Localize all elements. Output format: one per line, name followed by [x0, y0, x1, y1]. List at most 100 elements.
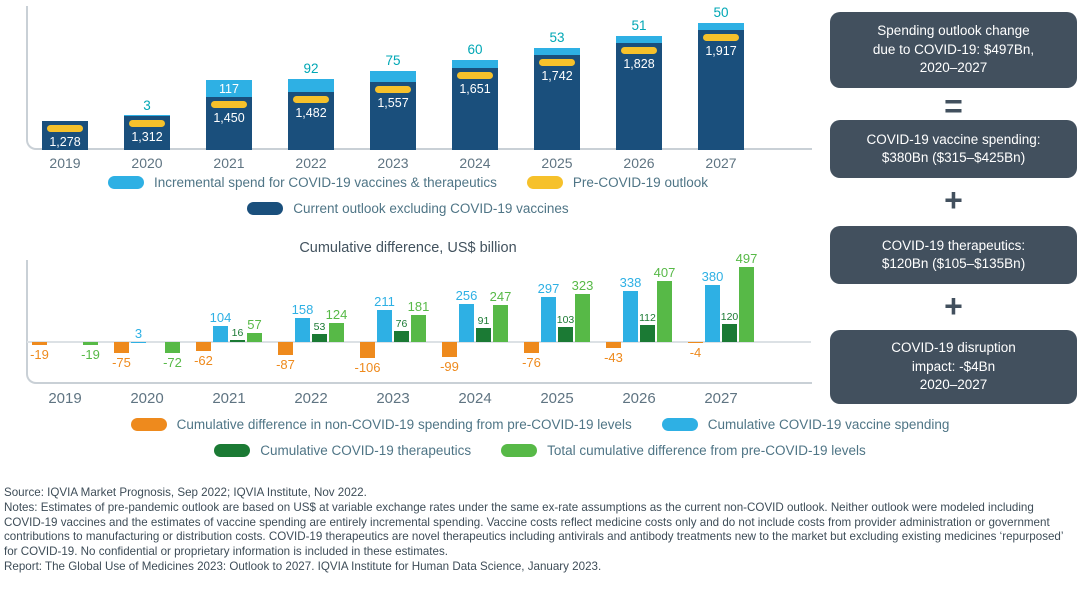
bar-value-label: -4 [689, 344, 702, 360]
bar-value-label: 407 [653, 264, 676, 280]
top-legend-row1: Incremental spend for COVID-19 vaccines … [0, 175, 816, 190]
bar-value-label: 57 [247, 317, 262, 333]
bar-value-label: -72 [163, 354, 182, 370]
top-chart: 1,278 2019 1,312 3 2020 1,450 117 2021 1,482 92 20… [0, 0, 816, 174]
x-axis-tick: 2022 [295, 155, 327, 171]
bar-value-label: -99 [440, 358, 459, 374]
green-legend-pill [501, 444, 538, 457]
bar-value-label: 124 [325, 307, 348, 323]
bar-value-label: 1,651 [459, 82, 491, 97]
bar-value-label: 76 [395, 317, 408, 330]
bar-incremental-label: 50 [713, 5, 729, 21]
bar-value-label: 247 [489, 288, 512, 304]
bar-orange [524, 342, 539, 354]
legend-item: Pre-COVID-19 outlook [526, 175, 708, 190]
light_blue-legend-pill [108, 176, 144, 189]
bar-incremental-cap [616, 35, 662, 44]
bar-value-label: -106 [354, 359, 381, 375]
bar-precovid-band [293, 96, 329, 104]
footer-notes: Notes: Estimates of pre-pandemic outlook… [4, 500, 1064, 559]
bar-value-label: 380 [701, 269, 724, 284]
bottom-legend-row2: Cumulative COVID-19 therapeutics Total cu… [0, 443, 1080, 458]
x-axis-tick: 2023 [376, 390, 410, 407]
x-axis-tick: 2020 [131, 155, 163, 171]
bottom-chart-axis [26, 260, 812, 384]
sidebar-box-total-change: Spending outlook change due to COVID-19:… [830, 12, 1077, 88]
bar-precovid-band [129, 120, 165, 128]
bar-value-label: 1,828 [623, 57, 655, 72]
bar-light_blue [377, 310, 392, 342]
bottom-chart-title: Cumulative difference, US$ billion [299, 240, 517, 256]
legend-label: Cumulative COVID-19 therapeutics [260, 443, 472, 458]
bar-value-label: 120 [720, 311, 739, 323]
footer-source: Source: IQVIA Market Prognosis, Sep 2022… [4, 486, 367, 499]
bar-incremental-label: 51 [631, 17, 647, 33]
bar-dark_green [394, 330, 409, 342]
legend-label: Incremental spend for COVID-19 vaccines … [154, 175, 497, 190]
bar-orange [442, 342, 457, 357]
plus-sign: + [944, 288, 963, 324]
bar-value-label: 103 [556, 313, 575, 326]
bar-incremental-label: 60 [467, 41, 483, 57]
bar-orange [196, 342, 211, 352]
bar-precovid-band [703, 34, 739, 42]
bar-light_blue [541, 297, 556, 342]
x-axis-tick: 2024 [458, 390, 492, 407]
bar-light_blue [131, 341, 146, 343]
bar-precovid-band [621, 47, 657, 55]
bar-current-outlook [698, 30, 744, 150]
bar-value-label: 1,917 [705, 44, 737, 59]
bar-incremental-cap [534, 47, 580, 56]
dark_blue-legend-pill [247, 202, 284, 215]
bar-orange [278, 342, 293, 356]
bar-light_blue [623, 291, 638, 342]
legend-label: Current outlook excluding COVID-19 vacci… [293, 201, 569, 216]
legend-item: Total cumulative difference from pre-COV… [501, 443, 866, 458]
bar-light_blue [459, 303, 474, 342]
bar-value-label: 1,450 [213, 110, 245, 125]
bar-orange [32, 342, 47, 345]
bar-incremental-cap [288, 79, 334, 93]
legend-label: Cumulative COVID-19 vaccine spending [707, 417, 950, 432]
x-axis-tick: 2026 [622, 390, 656, 407]
bottom-legend-row1: Cumulative difference in non-COVID-19 sp… [0, 417, 1080, 432]
legend-label: Pre-COVID-19 outlook [572, 175, 708, 190]
bar-value-label: 497 [735, 251, 758, 267]
bar-light_blue [213, 326, 228, 342]
x-axis-tick: 2024 [459, 155, 491, 171]
legend-item: Cumulative difference in non-COVID-19 sp… [130, 417, 632, 432]
footer-report: Report: The Global Use of Medicines 2023… [4, 559, 602, 573]
bar-precovid-band [47, 125, 83, 133]
bar-dark_green [312, 334, 327, 342]
bar-green [165, 342, 180, 353]
bar-value-label: 338 [619, 275, 642, 291]
top-legend-row2: Current outlook excluding COVID-19 vacci… [0, 201, 816, 216]
bar-value-label: 1,312 [131, 130, 163, 145]
bar-precovid-band [375, 85, 411, 93]
bar-incremental-label: 92 [303, 61, 319, 77]
bar-dark_green [476, 328, 491, 342]
bar-light_blue [295, 318, 310, 342]
bar-green [411, 314, 426, 342]
bar-orange [688, 342, 703, 343]
light_blue-legend-pill [661, 418, 698, 431]
bar-incremental-cap [698, 23, 744, 31]
bar-incremental-cap [370, 70, 416, 82]
bar-value-label: -43 [604, 350, 623, 366]
x-axis-tick: 2020 [130, 390, 164, 407]
bar-green [657, 280, 672, 342]
bar-dark_green [230, 339, 245, 342]
bar-precovid-band [457, 72, 493, 80]
sidebar-box-disruption-impact: COVID-19 disruption impact: -$4Bn 2020–2… [830, 330, 1077, 404]
bar-green [739, 267, 754, 342]
bar-orange [606, 342, 621, 349]
bar-incremental-cap [124, 115, 170, 117]
x-axis-tick: 2027 [704, 390, 738, 407]
bar-value-label: -19 [81, 346, 100, 362]
bar-value-label: 91 [477, 315, 490, 328]
bar-green [83, 342, 98, 345]
plus-sign: + [944, 182, 963, 218]
top-chart-plot: 1,278 2019 1,312 3 2020 1,450 117 2021 1,482 92 20… [0, 0, 816, 174]
bar-current-outlook [534, 55, 580, 150]
